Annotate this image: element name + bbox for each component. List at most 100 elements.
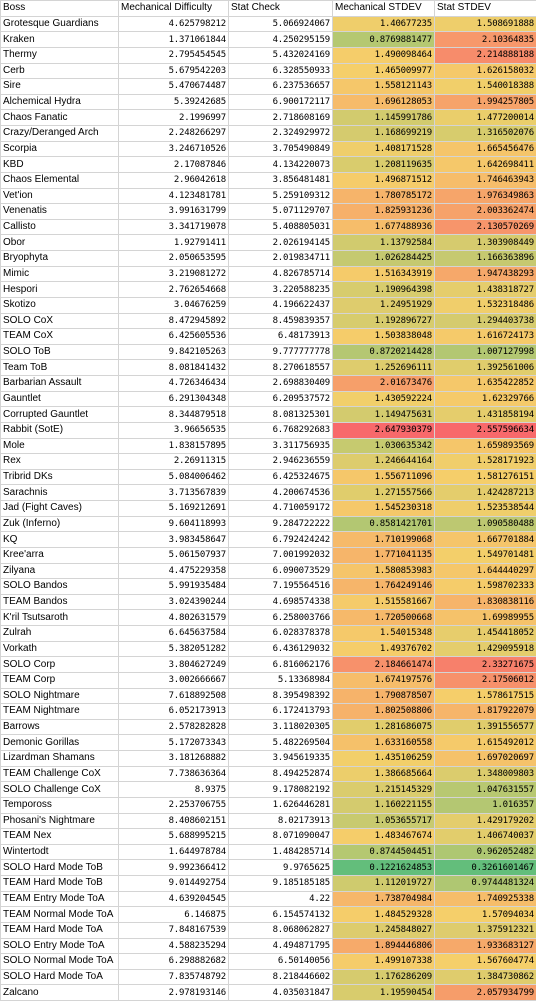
boss-name-cell[interactable]: Sire [1,79,119,95]
mechanical-difficulty-cell[interactable]: 5.991935484 [119,579,229,595]
mechanical-stdev-cell[interactable]: 1.24951929 [333,297,435,313]
stat-check-cell[interactable]: 8.02173913 [229,813,333,829]
header-mechanical-difficulty[interactable]: Mechanical Difficulty [119,1,229,17]
stat-stdev-cell[interactable]: 1.438318727 [435,282,536,298]
mechanical-stdev-cell[interactable]: 1.516343919 [333,266,435,282]
stat-stdev-cell[interactable]: 2.130570269 [435,219,536,235]
mechanical-difficulty-cell[interactable]: 6.291304348 [119,391,229,407]
mechanical-stdev-cell[interactable]: 1.430592224 [333,391,435,407]
mechanical-difficulty-cell[interactable]: 9.014492754 [119,876,229,892]
mechanical-stdev-cell[interactable]: 1.802508806 [333,704,435,720]
mechanical-stdev-cell[interactable]: 1.496871512 [333,172,435,188]
mechanical-stdev-cell[interactable]: 1.49376702 [333,641,435,657]
stat-stdev-cell[interactable]: 2.17506012 [435,672,536,688]
boss-name-cell[interactable]: TEAM CoX [1,329,119,345]
stat-check-cell[interactable]: 7.001992032 [229,547,333,563]
mechanical-difficulty-cell[interactable]: 4.625798212 [119,16,229,32]
mechanical-difficulty-cell[interactable]: 3.341719078 [119,219,229,235]
mechanical-difficulty-cell[interactable]: 3.96656535 [119,422,229,438]
stat-check-cell[interactable]: 2.946236559 [229,454,333,470]
boss-name-cell[interactable]: SOLO Hard Mode ToA [1,969,119,985]
boss-name-cell[interactable]: K'ril Tsutsaroth [1,610,119,626]
stat-stdev-cell[interactable]: 1.007127998 [435,344,536,360]
boss-name-cell[interactable]: Obor [1,235,119,251]
mechanical-difficulty-cell[interactable]: 5.382051282 [119,641,229,657]
boss-name-cell[interactable]: SOLO Bandos [1,579,119,595]
mechanical-difficulty-cell[interactable]: 7.618892508 [119,688,229,704]
boss-name-cell[interactable]: Zulrah [1,626,119,642]
stat-check-cell[interactable]: 2.324929972 [229,126,333,142]
stat-check-cell[interactable]: 3.945619335 [229,751,333,767]
mechanical-difficulty-cell[interactable]: 7.835748792 [119,969,229,985]
stat-stdev-cell[interactable]: 1.431858194 [435,407,536,423]
stat-check-cell[interactable]: 8.218446602 [229,969,333,985]
mechanical-stdev-cell[interactable]: 1.19590454 [333,985,435,1001]
boss-name-cell[interactable]: Gauntlet [1,391,119,407]
stat-stdev-cell[interactable]: 1.429179202 [435,813,536,829]
mechanical-difficulty-cell[interactable]: 9.842105263 [119,344,229,360]
stat-check-cell[interactable]: 5.066924067 [229,16,333,32]
boss-name-cell[interactable]: Zalcano [1,985,119,1001]
mechanical-stdev-cell[interactable]: 1.764249146 [333,579,435,595]
mechanical-difficulty-cell[interactable]: 5.061507937 [119,547,229,563]
stat-stdev-cell[interactable]: 1.406740037 [435,829,536,845]
stat-stdev-cell[interactable]: 1.047631557 [435,782,536,798]
mechanical-stdev-cell[interactable]: 1.408171528 [333,141,435,157]
boss-name-cell[interactable]: SOLO Entry Mode ToA [1,938,119,954]
boss-name-cell[interactable]: Rabbit (SotE) [1,422,119,438]
stat-check-cell[interactable]: 3.118020305 [229,719,333,735]
boss-name-cell[interactable]: Zuk (Inferno) [1,516,119,532]
stat-stdev-cell[interactable]: 1.567604774 [435,954,536,970]
mechanical-difficulty-cell[interactable]: 3.024390244 [119,594,229,610]
mechanical-stdev-cell[interactable]: 2.184661474 [333,657,435,673]
boss-name-cell[interactable]: Grotesque Guardians [1,16,119,32]
stat-stdev-cell[interactable]: 1.69989955 [435,610,536,626]
stat-check-cell[interactable]: 2.718608169 [229,110,333,126]
stat-check-cell[interactable]: 6.900172117 [229,94,333,110]
boss-name-cell[interactable]: Chaos Elemental [1,172,119,188]
mechanical-stdev-cell[interactable]: 1.112019727 [333,876,435,892]
stat-stdev-cell[interactable]: 1.626158032 [435,63,536,79]
boss-name-cell[interactable]: Barbarian Assault [1,376,119,392]
stat-stdev-cell[interactable]: 2.057934799 [435,985,536,1001]
stat-stdev-cell[interactable]: 1.316502076 [435,126,536,142]
boss-name-cell[interactable]: Zilyana [1,563,119,579]
mechanical-difficulty-cell[interactable]: 5.172073343 [119,735,229,751]
mechanical-difficulty-cell[interactable]: 6.645637584 [119,626,229,642]
stat-stdev-cell[interactable]: 1.375912321 [435,922,536,938]
mechanical-difficulty-cell[interactable]: 5.39242685 [119,94,229,110]
boss-name-cell[interactable]: Mimic [1,266,119,282]
stat-check-cell[interactable]: 6.172413793 [229,704,333,720]
stat-check-cell[interactable]: 5.071129707 [229,204,333,220]
mechanical-stdev-cell[interactable]: 0.8581421701 [333,516,435,532]
stat-check-cell[interactable]: 6.48173913 [229,329,333,345]
mechanical-difficulty-cell[interactable]: 4.475229358 [119,563,229,579]
mechanical-difficulty-cell[interactable]: 8.344879518 [119,407,229,423]
boss-name-cell[interactable]: Sarachnis [1,485,119,501]
mechanical-difficulty-cell[interactable]: 4.802631579 [119,610,229,626]
mechanical-stdev-cell[interactable]: 1.720500668 [333,610,435,626]
boss-name-cell[interactable]: TEAM Entry Mode ToA [1,891,119,907]
stat-stdev-cell[interactable]: 1.508691888 [435,16,536,32]
header-boss[interactable]: Boss [1,1,119,17]
mechanical-difficulty-cell[interactable]: 6.298882682 [119,954,229,970]
boss-name-cell[interactable]: Kree'arra [1,547,119,563]
boss-name-cell[interactable]: Skotizo [1,297,119,313]
stat-check-cell[interactable]: 6.328550933 [229,63,333,79]
mechanical-difficulty-cell[interactable]: 9.992366412 [119,860,229,876]
stat-check-cell[interactable]: 6.258003766 [229,610,333,626]
stat-check-cell[interactable]: 2.698830409 [229,376,333,392]
mechanical-stdev-cell[interactable]: 1.558121143 [333,79,435,95]
mechanical-stdev-cell[interactable]: 1.053655717 [333,813,435,829]
stat-stdev-cell[interactable]: 1.659893569 [435,438,536,454]
stat-check-cell[interactable]: 3.220588235 [229,282,333,298]
boss-name-cell[interactable]: SOLO Corp [1,657,119,673]
stat-check-cell[interactable]: 6.816062176 [229,657,333,673]
boss-name-cell[interactable]: SOLO CoX [1,313,119,329]
boss-name-cell[interactable]: Venenatis [1,204,119,220]
stat-stdev-cell[interactable]: 1.57094034 [435,907,536,923]
stat-check-cell[interactable]: 2.019834711 [229,251,333,267]
stat-stdev-cell[interactable]: 1.578617515 [435,688,536,704]
stat-check-cell[interactable]: 3.856481481 [229,172,333,188]
mechanical-difficulty-cell[interactable]: 2.17087846 [119,157,229,173]
